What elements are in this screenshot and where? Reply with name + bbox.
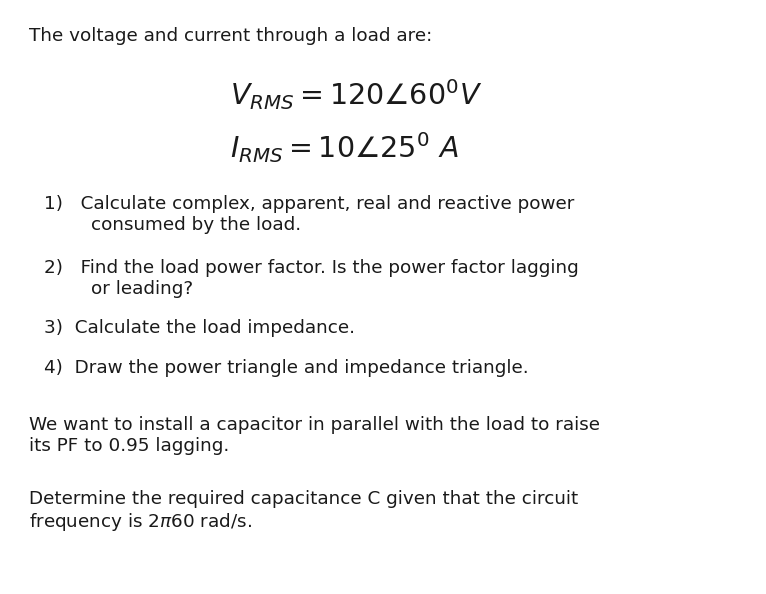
Text: 1)   Calculate complex, apparent, real and reactive power
        consumed by th: 1) Calculate complex, apparent, real and… — [44, 195, 574, 233]
Text: $\mathit{I}_{RMS} =10\angle25^{0}\ \mathit{A}$: $\mathit{I}_{RMS} =10\angle25^{0}\ \math… — [230, 131, 458, 165]
Text: 3)  Calculate the load impedance.: 3) Calculate the load impedance. — [44, 319, 355, 337]
Text: 2)   Find the load power factor. Is the power factor lagging
        or leading?: 2) Find the load power factor. Is the po… — [44, 259, 579, 298]
Text: 4)  Draw the power triangle and impedance triangle.: 4) Draw the power triangle and impedance… — [44, 359, 529, 377]
Text: The voltage and current through a load are:: The voltage and current through a load a… — [29, 27, 432, 45]
Text: $\mathit{V}_{RMS} =120\angle60^{0}\mathit{V}$: $\mathit{V}_{RMS} =120\angle60^{0}\mathi… — [230, 77, 482, 112]
Text: We want to install a capacitor in parallel with the load to raise
its PF to 0.95: We want to install a capacitor in parall… — [29, 416, 600, 454]
Text: Determine the required capacitance C given that the circuit
frequency is $2\pi$6: Determine the required capacitance C giv… — [29, 490, 578, 533]
